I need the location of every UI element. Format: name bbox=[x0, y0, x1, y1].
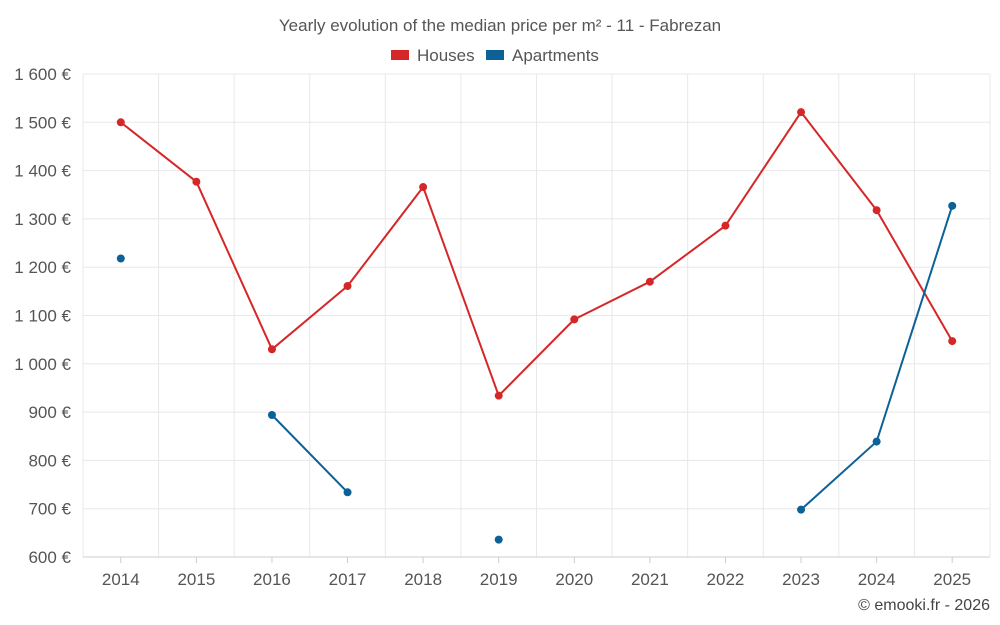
data-point-apartments[interactable] bbox=[343, 488, 352, 497]
series-houses bbox=[116, 108, 957, 400]
data-point-houses[interactable] bbox=[797, 108, 806, 117]
data-point-apartments[interactable] bbox=[267, 410, 276, 419]
y-tick-label: 600 € bbox=[28, 548, 71, 567]
y-tick-label: 1 500 € bbox=[14, 113, 71, 132]
x-tick-label: 2021 bbox=[631, 570, 669, 589]
x-tick-label: 2018 bbox=[404, 570, 442, 589]
y-tick-label: 1 600 € bbox=[14, 65, 71, 84]
y-tick-label: 700 € bbox=[28, 500, 71, 519]
series-line-apartments bbox=[271, 414, 349, 493]
data-point-houses[interactable] bbox=[192, 177, 201, 186]
data-point-apartments[interactable] bbox=[116, 254, 125, 263]
y-tick-label: 1 300 € bbox=[14, 210, 71, 229]
data-point-houses[interactable] bbox=[494, 391, 503, 400]
data-point-apartments[interactable] bbox=[872, 437, 881, 446]
data-point-houses[interactable] bbox=[721, 221, 730, 230]
data-point-houses[interactable] bbox=[570, 315, 579, 324]
data-point-apartments[interactable] bbox=[948, 201, 957, 210]
chart-title: Yearly evolution of the median price per… bbox=[279, 16, 721, 35]
data-point-apartments[interactable] bbox=[797, 505, 806, 514]
data-point-houses[interactable] bbox=[419, 183, 428, 192]
x-tick-label: 2020 bbox=[555, 570, 593, 589]
x-tick-label: 2019 bbox=[480, 570, 518, 589]
y-tick-label: 800 € bbox=[28, 451, 71, 470]
series bbox=[116, 108, 957, 544]
series-line-apartments bbox=[800, 205, 954, 511]
x-tick-label: 2015 bbox=[177, 570, 215, 589]
legend-label-houses[interactable]: Houses bbox=[417, 46, 475, 65]
x-tick-label: 2025 bbox=[933, 570, 971, 589]
data-point-houses[interactable] bbox=[948, 337, 957, 346]
grid bbox=[82, 73, 991, 557]
series-line-houses bbox=[120, 111, 954, 397]
legend[interactable]: Houses Apartments bbox=[391, 46, 599, 65]
data-point-houses[interactable] bbox=[872, 206, 881, 215]
credit-text: © emooki.fr - 2026 bbox=[858, 597, 990, 614]
x-tick-label: 2022 bbox=[707, 570, 745, 589]
x-tick-label: 2024 bbox=[858, 570, 896, 589]
legend-swatch-houses bbox=[391, 50, 409, 60]
series-apartments bbox=[116, 201, 957, 544]
x-tick-label: 2014 bbox=[102, 570, 140, 589]
y-tick-label: 1 000 € bbox=[14, 355, 71, 374]
x-axis: 2014 2015 2016 2017 2018 2019 2020 2021 2022 2023… bbox=[83, 556, 990, 589]
y-tick-label: 900 € bbox=[28, 403, 71, 422]
legend-label-apartments[interactable]: Apartments bbox=[512, 46, 599, 65]
y-tick-label: 1 100 € bbox=[14, 307, 71, 326]
y-tick-label: 1 200 € bbox=[14, 258, 71, 277]
x-tick-label: 2017 bbox=[329, 570, 367, 589]
data-point-houses[interactable] bbox=[343, 282, 352, 291]
data-point-apartments[interactable] bbox=[494, 535, 503, 544]
y-axis: 600 € 700 € 800 € 900 € 1 000 € 1 100 € 1 200 … bbox=[14, 65, 71, 567]
data-point-houses[interactable] bbox=[645, 277, 654, 286]
y-tick-label: 1 400 € bbox=[14, 162, 71, 181]
x-tick-label: 2023 bbox=[782, 570, 820, 589]
data-point-houses[interactable] bbox=[267, 345, 276, 354]
legend-swatch-apartments bbox=[486, 50, 504, 60]
data-point-houses[interactable] bbox=[116, 118, 125, 127]
x-tick-label: 2016 bbox=[253, 570, 291, 589]
